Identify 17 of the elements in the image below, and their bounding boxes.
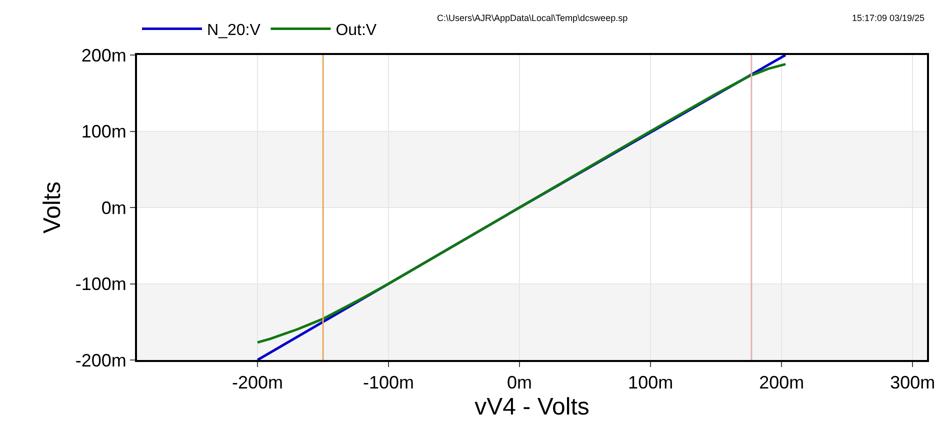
y-tick-label: -100m: [75, 274, 126, 294]
text: C:\Users\AJR\AppData\Local\Temp\dcsweep.sp: [437, 13, 628, 23]
x-tick-label: -100m: [363, 372, 414, 393]
legend-label: Out:V: [336, 22, 377, 39]
x-tick-label: -200m: [232, 372, 284, 393]
y-tick-label: 0m: [101, 198, 126, 218]
y-axis-title: Volts: [38, 181, 66, 234]
x-axis-title: vV4 - Volts: [474, 393, 590, 420]
y-tick-label: 100m: [81, 122, 126, 142]
x-tick-label: 200m: [759, 372, 804, 393]
legend-label: N_20:V: [207, 22, 261, 39]
text: 15:17:09 03/19/25: [852, 13, 925, 23]
y-tick-label: -200m: [75, 350, 126, 370]
x-tick-label: 300m: [890, 372, 936, 393]
x-tick-label: 0m: [507, 372, 532, 393]
y-tick-label: 200m: [81, 45, 126, 66]
x-tick-label: 100m: [628, 372, 674, 393]
